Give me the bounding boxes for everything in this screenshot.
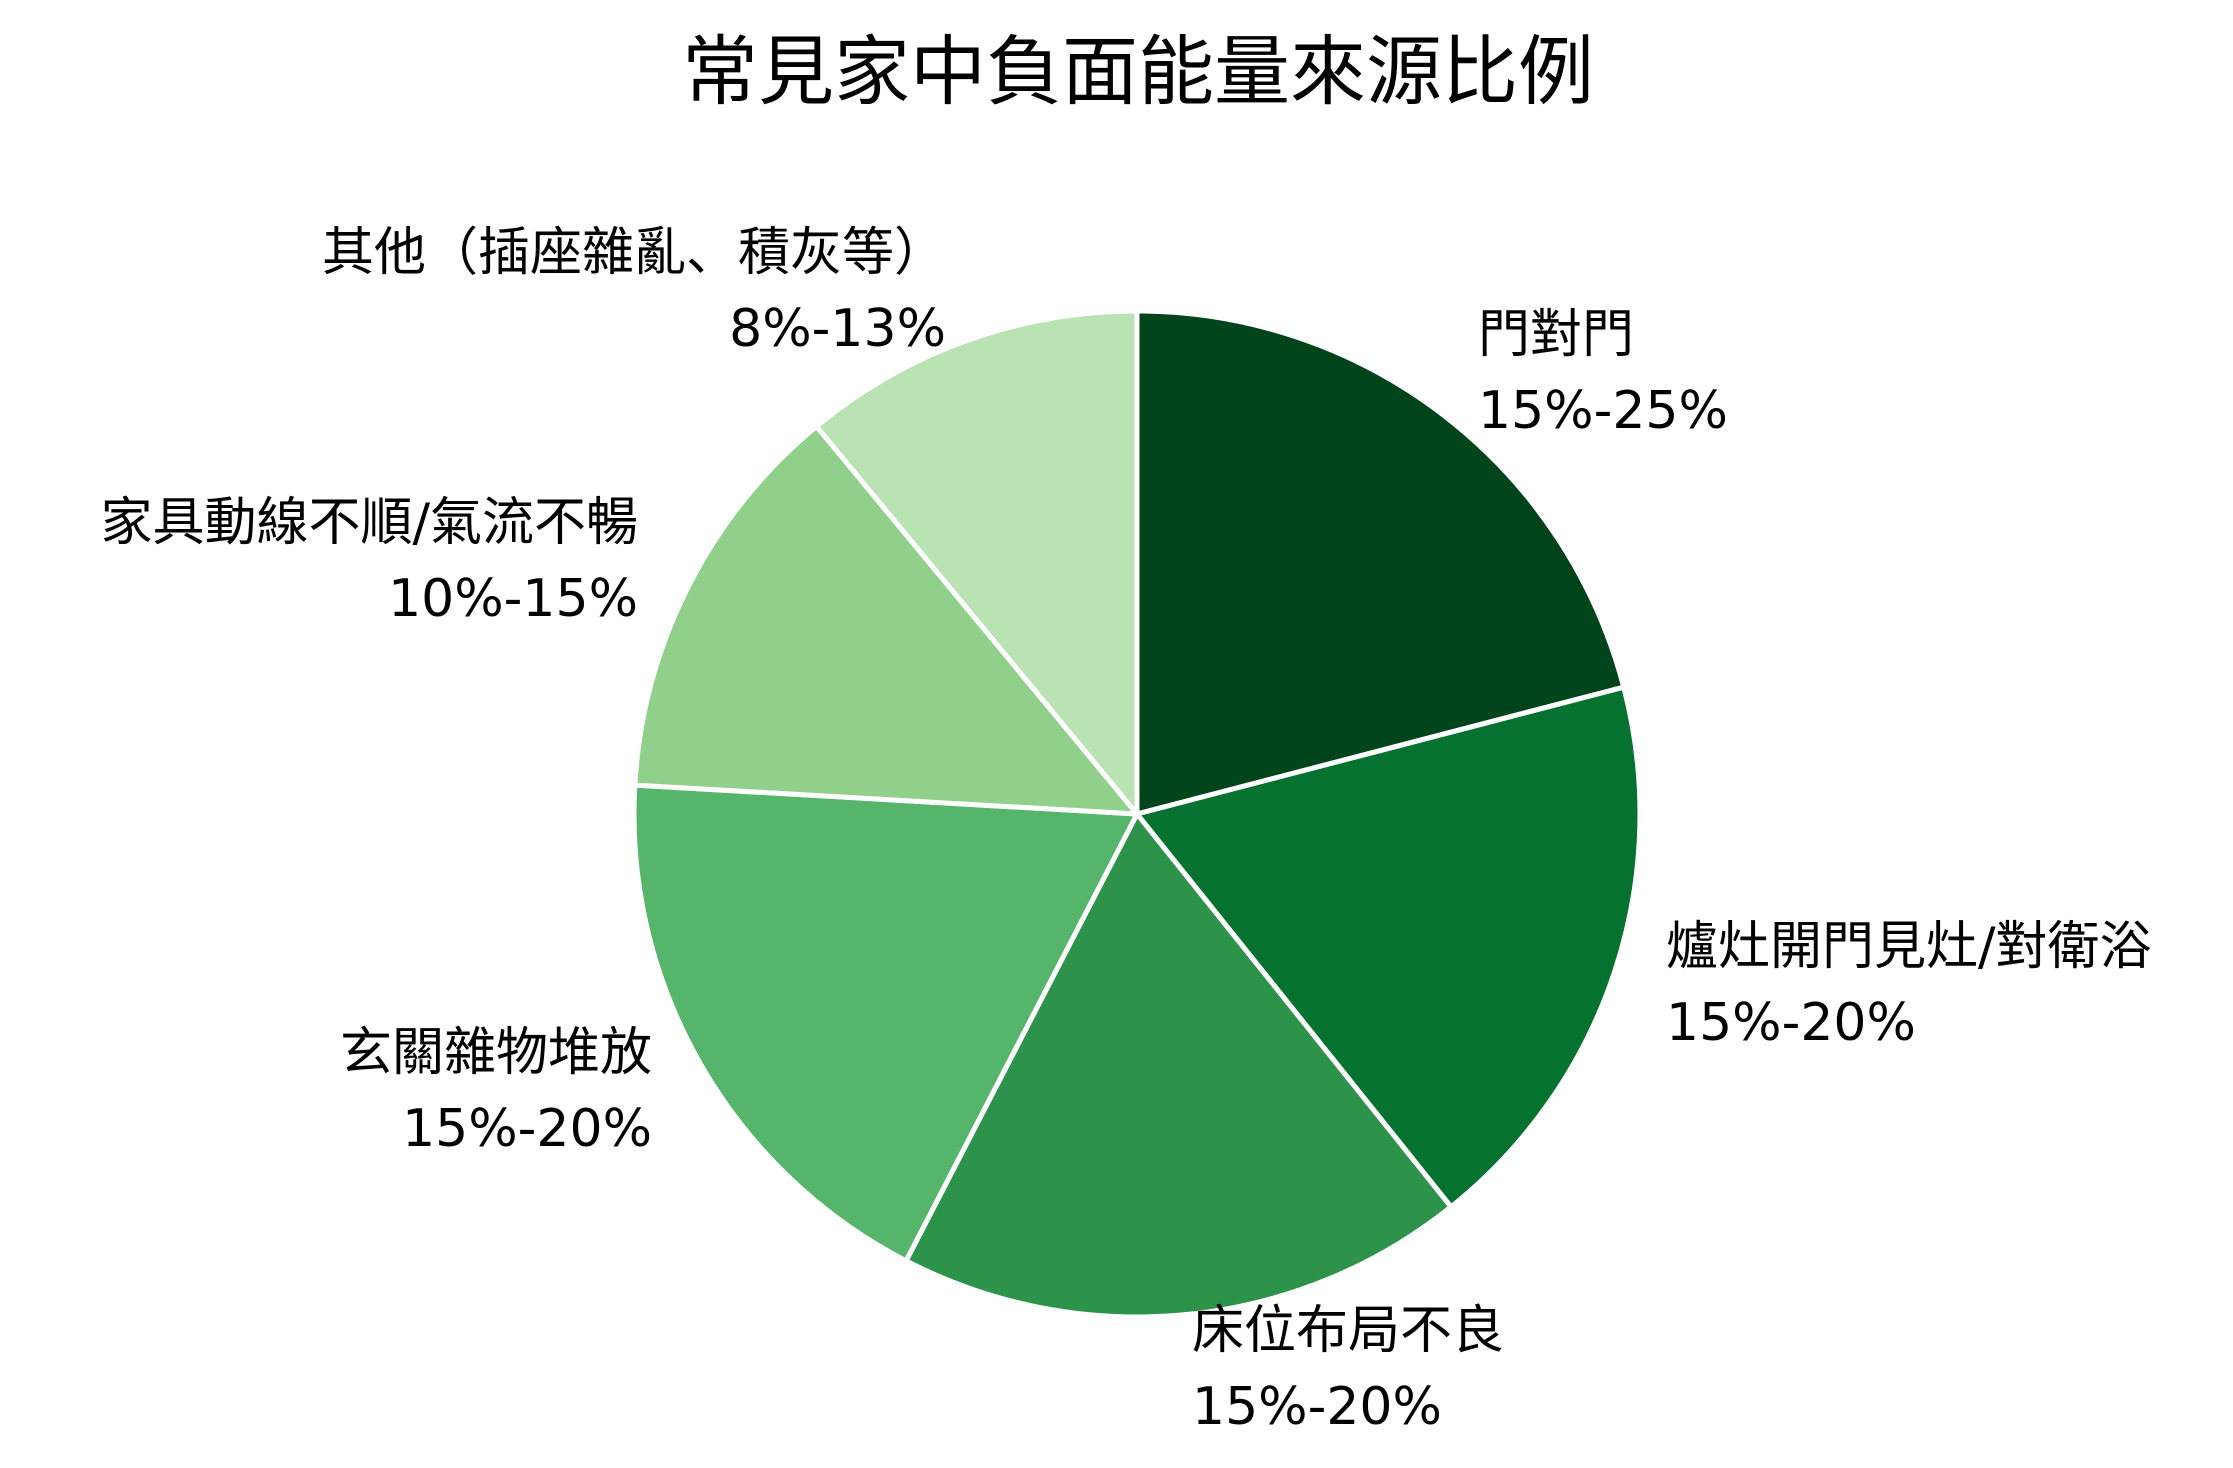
slice-value-0: 15%-25%: [1478, 381, 1728, 441]
slice-value-2: 15%-20%: [1192, 1377, 1442, 1437]
pie-slices: [631, 308, 1643, 1320]
slice-label-3: 玄關雜物堆放: [340, 1023, 652, 1083]
pie-slice-4: [632, 423, 1140, 817]
slice-value-3: 15%-20%: [402, 1099, 652, 1159]
pie-slice-0: [1134, 308, 1627, 817]
pie-slice-3: [631, 782, 1140, 1264]
slice-value-1: 15%-20%: [1666, 993, 1916, 1053]
slice-label-0: 門對門: [1478, 305, 1634, 365]
slice-value-4: 10%-15%: [388, 569, 638, 629]
slice-label-4: 家具動線不順/氣流不暢: [100, 493, 638, 553]
chart-title: 常見家中負面能量來源比例: [682, 27, 1594, 116]
slice-label-1: 爐灶開門見灶/對衛浴: [1666, 917, 2152, 977]
pie-slice-5: [814, 308, 1140, 817]
slice-value-5: 8%-13%: [729, 299, 946, 359]
pie-slice-1: [1134, 684, 1643, 1210]
slice-label-5: 其他（插座雜亂、積灰等）: [322, 223, 946, 283]
slice-label-2: 床位布局不良: [1192, 1301, 1504, 1361]
pie-slice-2: [903, 811, 1454, 1320]
